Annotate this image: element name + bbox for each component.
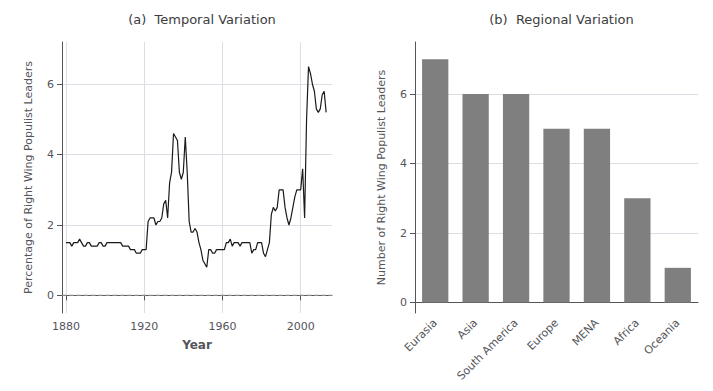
svg-text:(a) Temporal Variation: (a) Temporal Variation [128, 12, 276, 27]
svg-text:Oceania: Oceania [641, 316, 682, 357]
svg-text:2000: 2000 [287, 320, 315, 333]
svg-text:(b) Regional Variation: (b) Regional Variation [489, 12, 634, 27]
svg-text:Year: Year [181, 338, 212, 352]
svg-text:0: 0 [47, 289, 54, 302]
svg-text:6: 6 [400, 88, 407, 101]
svg-text:South America: South America [454, 316, 520, 382]
svg-text:4: 4 [47, 148, 54, 161]
svg-text:6: 6 [47, 78, 54, 91]
svg-text:Asia: Asia [455, 316, 480, 341]
svg-text:MENA: MENA [570, 316, 602, 348]
svg-text:2: 2 [47, 219, 54, 232]
svg-text:Africa: Africa [611, 316, 642, 347]
svg-text:Europe: Europe [525, 316, 562, 353]
svg-text:2: 2 [400, 227, 407, 240]
svg-text:1920: 1920 [130, 320, 158, 333]
svg-text:0: 0 [400, 296, 407, 309]
svg-text:Number of Right Wing Populist: Number of Right Wing Populist Leaders [375, 70, 388, 286]
svg-text:4: 4 [400, 157, 407, 170]
svg-text:Percentage of Right Wing Popul: Percentage of Right Wing Populist Leader… [22, 61, 35, 294]
svg-text:1880: 1880 [52, 320, 80, 333]
svg-text:1960: 1960 [208, 320, 236, 333]
svg-text:Eurasia: Eurasia [402, 316, 440, 354]
